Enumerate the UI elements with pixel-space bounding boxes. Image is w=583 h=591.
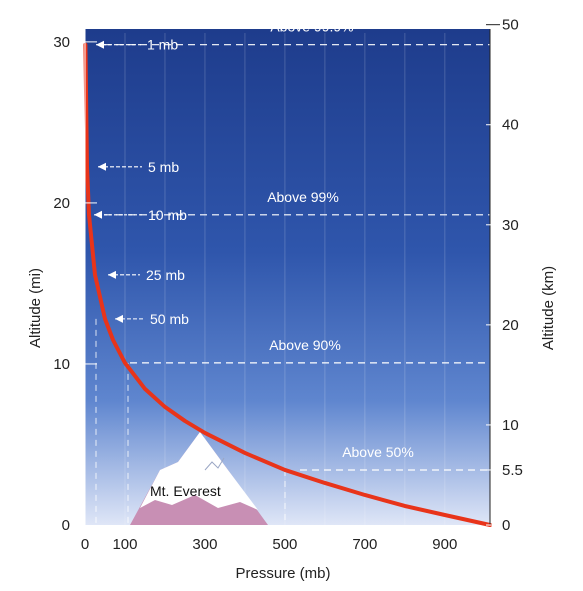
mountain-snow (140, 432, 258, 510)
right-tick-label: 10 (502, 417, 519, 434)
left-tick-label: 10 (53, 356, 70, 373)
right-axis-ticks: 0 5.5 10 20 30 40 50 (486, 17, 523, 534)
left-axis-title: Altitude (mi) (27, 268, 44, 348)
right-tick-label: 40 (502, 117, 519, 134)
pressure-markers: 1 mb 5 mb 10 mb 25 mb 50 mb (94, 37, 189, 327)
pressure-marker-label: 50 mb (150, 311, 189, 327)
left-tick-label: 30 (53, 34, 70, 51)
x-tick-label: 500 (272, 536, 297, 553)
pressure-marker-label: 5 mb (148, 159, 179, 175)
mountain-ridge-detail (204, 457, 225, 471)
marker-arrowhead (115, 314, 123, 323)
plot-background (85, 29, 490, 525)
right-tick-label: 20 (502, 317, 519, 334)
right-tick-label: 0 (502, 517, 510, 534)
x-axis-ticks: 0 100 300 500 700 900 (81, 536, 458, 553)
x-axis-title: Pressure (mb) (235, 565, 330, 582)
x-tick-label: 300 (192, 536, 217, 553)
x-tick-label: 700 (352, 536, 377, 553)
marker-arrowhead (96, 40, 104, 49)
right-tick-label: 5.5 (502, 462, 523, 479)
mt-everest-mountain (130, 432, 268, 525)
pressure-marker-label: 25 mb (146, 267, 185, 283)
percent-label: Above 99% (267, 189, 339, 205)
percent-annotations: Above 99.9% Above 99% Above 90% Above 50% (95, 19, 490, 525)
marker-arrowhead (94, 210, 102, 219)
x-tick-label: 0 (81, 536, 89, 553)
pressure-marker-label: 1 mb (147, 37, 178, 53)
grid-lines (124, 33, 446, 525)
left-axis-ticks: 0 10 20 30 (53, 34, 97, 534)
pressure-curve (83, 42, 492, 527)
marker-arrowhead (108, 270, 116, 279)
left-tick-label: 0 (62, 517, 70, 534)
right-axis-title: Altitude (km) (540, 266, 557, 350)
pressure-marker-label: 10 mb (148, 207, 187, 223)
everest-label: Mt. Everest (150, 483, 221, 499)
marker-arrowhead (98, 162, 106, 171)
x-tick-label: 900 (432, 536, 457, 553)
pressure-curve-group (83, 42, 492, 527)
percent-label: Above 50% (342, 444, 414, 460)
x-tick-label: 100 (112, 536, 137, 553)
percent-label: Above 90% (269, 337, 341, 353)
percent-label: Above 99.9% (270, 19, 353, 35)
left-tick-label: 20 (53, 195, 70, 212)
right-tick-label: 50 (502, 17, 519, 34)
right-tick-label: 30 (502, 217, 519, 234)
